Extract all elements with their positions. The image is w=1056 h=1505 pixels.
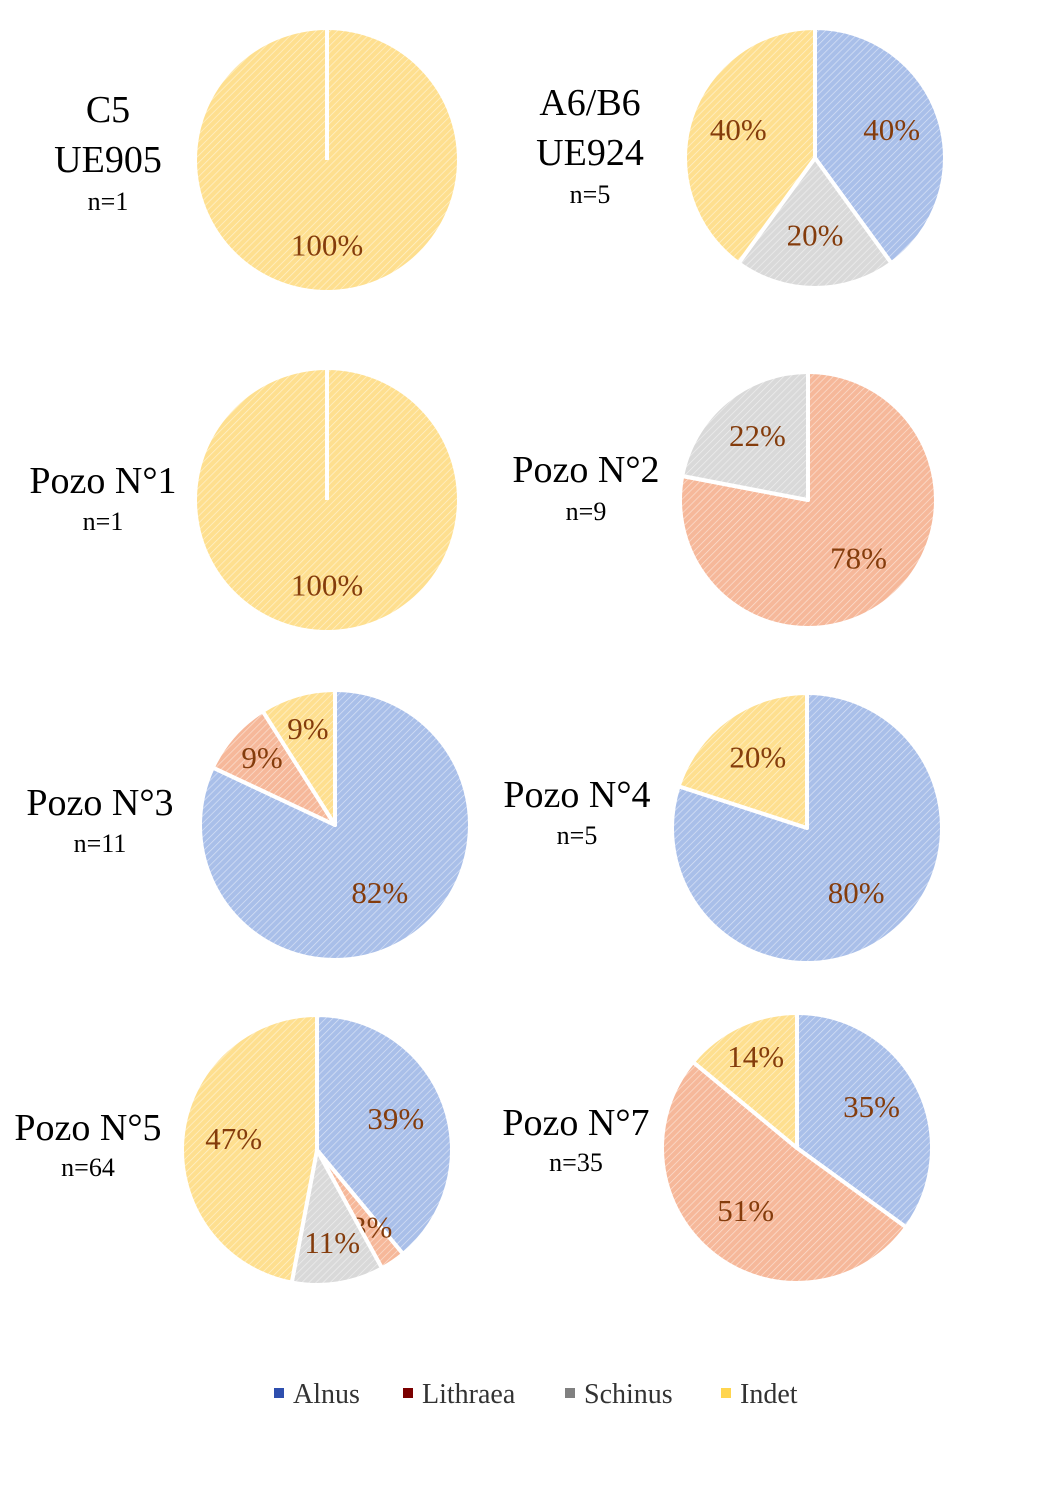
pie-title: Pozo N°3 [26,782,173,824]
pie-pozo-n-3: Pozo N°3 n=11 82% 9%9% [26,688,472,962]
slice-schinus [680,370,810,502]
pie-title: Pozo N°5 [14,1107,161,1149]
pie-pozo-n-4: Pozo N°4 n=5 80% 20% [503,691,944,965]
slice-lithraea [660,1059,909,1286]
data-label: 78% [830,540,887,575]
legend-label: Alnus [293,1379,360,1410]
slice-indet [683,26,817,266]
data-label: 51% [717,1193,774,1228]
pie-title: UE905 [54,139,162,181]
data-label: 80% [828,875,885,910]
pie-pozo-n-1: Pozo N°1 n=1 100% [29,368,457,630]
data-label: 9% [241,740,282,775]
slice-alnus [315,1013,454,1257]
sample-size: n=1 [83,507,124,536]
data-label: 82% [351,875,408,910]
pie-title: A6/B6 [539,82,640,124]
data-label: 14% [727,1039,784,1074]
slice-indet [260,688,337,827]
pie-c5-ue905: C5 UE905 n=1 100% [54,28,457,290]
pie-pozo-n-7: Pozo N°7 n=35 35% 51% 14% [502,1011,934,1286]
legend-swatch [274,1388,284,1398]
legend-swatch [721,1388,731,1398]
pie-a6-b6-ue924: A6/B6 UE924 n=5 40% 20% 40% [536,26,947,290]
legend-item-alnus: Alnus [274,1379,360,1410]
sample-size: n=1 [88,187,129,216]
sample-size: n=5 [570,180,611,209]
sample-size: n=64 [61,1153,115,1182]
data-label: 9% [287,711,328,746]
legend-item-schinus: Schinus [565,1379,673,1410]
data-label: 47% [205,1121,262,1156]
data-label: 100% [291,568,363,603]
sample-size: n=9 [566,497,607,526]
slice-alnus [813,26,947,266]
sample-size: n=11 [74,829,127,858]
data-label: 40% [710,112,767,147]
slice-indet [180,1013,319,1285]
slice-indet [690,1011,799,1150]
pie-title: UE924 [536,132,644,174]
slice-indet [676,691,809,830]
sample-size: n=5 [557,821,598,850]
pie-title: Pozo N°7 [502,1102,649,1144]
pie-pozo-n-2: Pozo N°2 n=9 78% 22% [512,370,938,630]
data-label: 22% [729,418,786,453]
slice-alnus [795,1011,934,1230]
data-label: 20% [729,739,786,774]
legend-swatch [403,1388,413,1398]
data-label: 39% [367,1101,424,1136]
slice-schinus [289,1148,385,1287]
slice-schinus [736,156,894,290]
legend-item-lithraea: Lithraea [403,1379,516,1410]
data-label: 11% [304,1225,360,1260]
legend-swatch [565,1388,575,1398]
pie-title: C5 [86,89,130,131]
sample-size: n=35 [549,1148,603,1177]
pie-title: Pozo N°2 [512,449,659,491]
legend-item-indet: Indet [721,1379,798,1410]
legend: Alnus Lithraea Schinus Indet [274,1379,798,1410]
data-label: 40% [863,112,920,147]
legend-label: Indet [740,1379,798,1410]
data-label: 35% [843,1089,900,1124]
legend-label: Lithraea [422,1379,516,1410]
data-label: 20% [787,218,844,253]
pie-title: Pozo N°1 [29,460,176,502]
pie-title: Pozo N°4 [503,774,650,816]
data-label: 100% [291,228,363,263]
legend-label: Schinus [584,1379,673,1410]
